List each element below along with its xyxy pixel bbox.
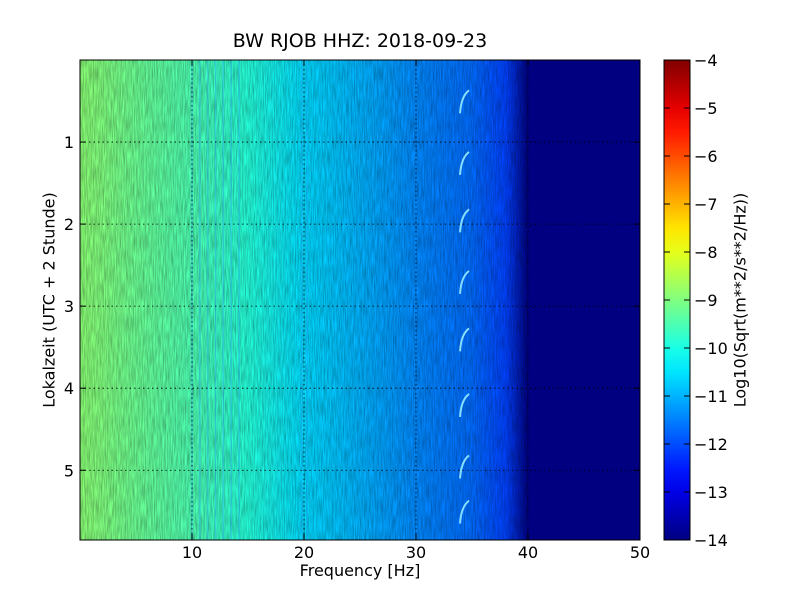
x-tick-label: 30: [406, 543, 426, 562]
y-tick-label: 3: [64, 297, 74, 316]
y-axis-label: Lokalzeit (UTC + 2 Stunde): [39, 192, 59, 408]
tone-arc: [459, 270, 470, 294]
colorbar-tick-label: −7: [694, 195, 718, 214]
tone-arc: [459, 327, 470, 352]
colorbar-label: Log10(Sqrt(m**2/s**2/Hz)): [730, 192, 750, 408]
spectrogram-image: [80, 60, 640, 540]
colorbar-tick-label: −8: [694, 243, 718, 262]
colorbar-tick-label: −13: [694, 483, 728, 502]
x-tick-label: 10: [182, 543, 202, 562]
tone-arc: [459, 454, 470, 479]
chart-title: BW RJOB HHZ: 2018-09-23: [232, 30, 488, 52]
colorbar-tick-label: −5: [694, 99, 718, 118]
y-tick-label: 1: [64, 133, 74, 152]
tone-arc: [459, 89, 470, 114]
colorbar-tick-label: −11: [694, 387, 728, 406]
x-tick-label: 50: [630, 543, 650, 562]
colorbar-tick-label: −6: [694, 147, 718, 166]
x-axis-label: Frequency [Hz]: [299, 561, 421, 580]
x-tick-label: 20: [294, 543, 314, 562]
colorbar: −4 −5 −6 −7 −8 −9 −10 −11 −12 −13 −14: [663, 51, 728, 550]
tone-arc: [459, 393, 470, 417]
colorbar-tick-label: −10: [694, 339, 728, 358]
colorbar-tick-label: −12: [694, 435, 728, 454]
axes: 10 20 30 40 50 1 2 3 4 5: [64, 59, 650, 562]
tone-arc: [459, 499, 470, 524]
y-tick-label: 5: [64, 461, 74, 480]
grid-lines: [80, 60, 640, 540]
tone-arc: [459, 208, 470, 233]
plot-frame: [79, 59, 641, 541]
colorbar-tick-label: −4: [694, 51, 718, 70]
y-tick-label: 4: [64, 379, 74, 398]
tone-arc: [459, 151, 470, 175]
x-tick-label: 40: [518, 543, 538, 562]
colorbar-tick-label: −9: [694, 291, 718, 310]
y-tick-label: 2: [64, 215, 74, 234]
colorbar-tick-label: −14: [694, 531, 728, 550]
